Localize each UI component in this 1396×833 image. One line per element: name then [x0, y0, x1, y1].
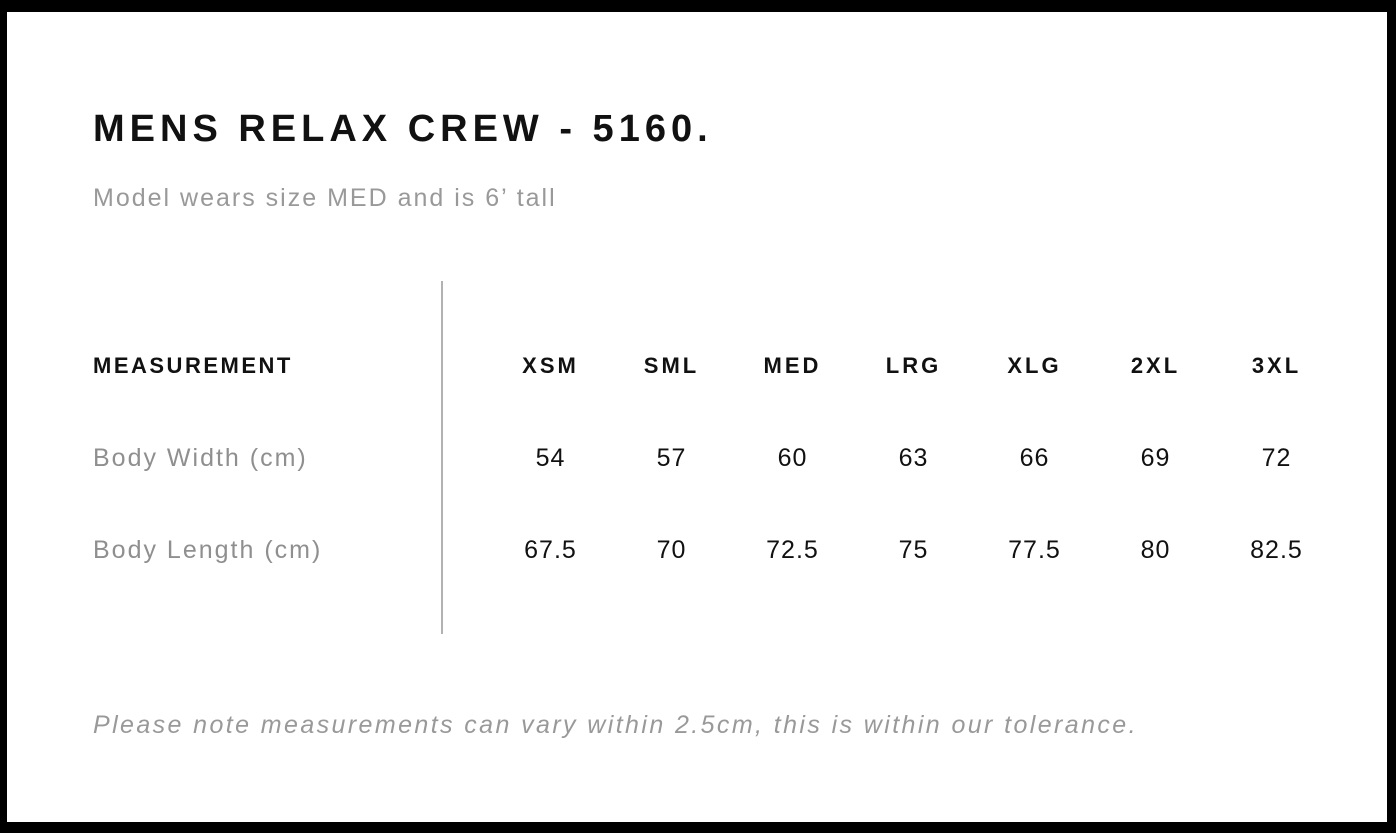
value-cell: 82.5 — [1250, 535, 1303, 564]
size-column-header-2xl: 2XL — [1130, 353, 1181, 378]
value-cell: 72.5 — [766, 535, 819, 564]
size-column-header-xsm: XSM — [522, 353, 579, 378]
value-cell: 72 — [1261, 443, 1292, 472]
body-width-cells: 54 57 60 63 66 69 72 — [441, 444, 1337, 473]
tolerance-note: Please note measurements can vary within… — [93, 711, 1138, 739]
value-cell: 66 — [1019, 443, 1050, 472]
size-column-header-sml: SML — [643, 353, 700, 378]
size-column-header-lrg: LRG — [885, 353, 942, 378]
size-guide-content: MENS RELAX CREW - 5160. Model wears size… — [7, 108, 1387, 740]
body-length-cells: 67.5 70 72.5 75 77.5 80 82.5 — [441, 536, 1337, 565]
size-header-cells: XSM SML MED LRG XLG 2XL 3XL — [441, 353, 1337, 379]
product-title: MENS RELAX CREW - 5160. — [93, 108, 713, 150]
table-header-row: MEASUREMENT XSM SML MED LRG XLG 2XL 3XL — [93, 320, 1339, 412]
size-table: MEASUREMENT XSM SML MED LRG XLG 2XL 3XL … — [93, 281, 1339, 634]
row-label-body-width: Body Width (cm) — [93, 443, 308, 472]
size-column-header-3xl: 3XL — [1251, 353, 1302, 378]
value-cell: 69 — [1140, 443, 1171, 472]
value-cell: 57 — [656, 443, 687, 472]
value-cell: 60 — [777, 443, 808, 472]
value-cell: 75 — [898, 535, 929, 564]
size-column-header-med: MED — [763, 353, 822, 378]
value-cell: 77.5 — [1008, 535, 1061, 564]
value-cell: 54 — [535, 443, 566, 472]
value-cell: 63 — [898, 443, 929, 472]
value-cell: 70 — [656, 535, 687, 564]
size-column-header-xlg: XLG — [1007, 353, 1062, 378]
row-label-body-length: Body Length (cm) — [93, 535, 323, 564]
table-row-body-length: Body Length (cm) 67.5 70 72.5 75 77.5 80… — [93, 504, 1339, 596]
table-divider — [441, 281, 443, 634]
measurement-column-header: MEASUREMENT — [93, 353, 293, 378]
model-size-note: Model wears size MED and is 6’ tall — [93, 184, 557, 212]
value-cell: 67.5 — [524, 535, 577, 564]
value-cell: 80 — [1140, 535, 1171, 564]
table-row-body-width: Body Width (cm) 54 57 60 63 66 69 72 — [93, 412, 1339, 504]
